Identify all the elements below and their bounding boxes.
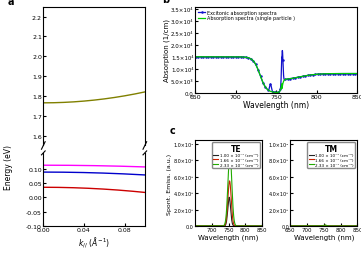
Excitonic absorption spectra [321,73,325,76]
Absorption spectra (single particle ) [275,91,279,94]
X-axis label: $k_{//}$ ($\AA^{-1}$): $k_{//}$ ($\AA^{-1}$) [78,234,110,249]
Excitonic absorption spectra [324,73,328,76]
1.00 × 10⁻¹ (cm⁻²) [199,225,204,228]
X-axis label: Wavelength (nm): Wavelength (nm) [293,234,354,240]
Excitonic absorption spectra [264,87,269,90]
1.66 × 10⁻¹ (cm⁻²) [192,225,196,228]
1.00 × 10⁻¹ (cm⁻²) [222,225,227,228]
Line: 2.33 × 10⁻¹ (cm⁻²): 2.33 × 10⁻¹ (cm⁻²) [194,153,263,226]
1.66 × 10⁻¹ (cm⁻²) [245,225,250,228]
2.33 × 10⁻¹ (cm⁻²) [323,224,327,227]
1.00 × 10⁻¹ (cm⁻²) [227,196,231,199]
1.66 × 10⁻¹ (cm⁻²) [247,225,251,228]
2.33 × 10⁻¹ (cm⁻²) [335,225,339,228]
Legend: Excitonic absorption spectra, Absorption spectra (single particle ): Excitonic absorption spectra, Absorption… [197,10,295,22]
Absorption spectra (single particle ) [357,73,361,76]
Line: Excitonic absorption spectra: Excitonic absorption spectra [193,51,360,94]
2.33 × 10⁻¹ (cm⁻²) [318,225,322,228]
2.33 × 10⁻¹ (cm⁻²) [295,225,299,228]
1.66 × 10⁻¹ (cm⁻²) [315,225,319,228]
2.33 × 10⁻¹ (cm⁻²) [220,225,224,228]
Y-axis label: Energy (eV): Energy (eV) [4,144,13,189]
2.33 × 10⁻¹ (cm⁻²) [228,151,232,154]
Y-axis label: Absorption (1/cm): Absorption (1/cm) [163,19,170,82]
1.00 × 10⁻¹ (cm⁻²) [239,225,244,228]
2.33 × 10⁻¹ (cm⁻²) [356,225,360,228]
Excitonic absorption spectra [275,91,279,94]
2.33 × 10⁻¹ (cm⁻²) [341,225,345,228]
Excitonic absorption spectra [280,50,284,53]
Line: 1.00 × 10⁻¹ (cm⁻²): 1.00 × 10⁻¹ (cm⁻²) [194,198,263,226]
Absorption spectra (single particle ) [321,73,325,76]
Text: a: a [8,0,14,7]
2.33 × 10⁻¹ (cm⁻²) [192,225,196,228]
1.66 × 10⁻¹ (cm⁻²) [335,225,339,228]
1.66 × 10⁻¹ (cm⁻²) [341,225,345,228]
Absorption spectra (single particle ) [191,56,196,59]
1.00 × 10⁻¹ (cm⁻²) [245,225,250,228]
Excitonic absorption spectra [357,73,361,76]
1.66 × 10⁻¹ (cm⁻²) [295,225,299,228]
Absorption spectra (single particle ) [258,75,262,78]
1.00 × 10⁻¹ (cm⁻²) [342,225,347,228]
Absorption spectra (single particle ) [323,73,328,76]
1.00 × 10⁻¹ (cm⁻²) [247,225,251,228]
2.33 × 10⁻¹ (cm⁻²) [199,225,204,228]
1.66 × 10⁻¹ (cm⁻²) [222,224,227,227]
X-axis label: Wavelength (nm): Wavelength (nm) [243,101,309,110]
Excitonic absorption spectra [305,75,310,78]
Legend: 1.00 × 10⁻¹ (cm⁻²), 1.66 × 10⁻¹ (cm⁻²), 2.33 × 10⁻¹ (cm⁻²): 1.00 × 10⁻¹ (cm⁻²), 1.66 × 10⁻¹ (cm⁻²), … [212,142,260,169]
Excitonic absorption spectra [258,75,262,78]
2.33 × 10⁻¹ (cm⁻²) [247,225,251,228]
1.66 × 10⁻¹ (cm⁻²) [323,224,327,227]
1.66 × 10⁻¹ (cm⁻²) [318,225,322,228]
Legend: 1.00 × 10⁻¹ (cm⁻²), 1.66 × 10⁻¹ (cm⁻²), 2.33 × 10⁻¹ (cm⁻²): 1.00 × 10⁻¹ (cm⁻²), 1.66 × 10⁻¹ (cm⁻²), … [307,142,355,169]
Excitonic absorption spectra [208,56,212,59]
1.00 × 10⁻¹ (cm⁻²) [356,225,360,228]
Absorption spectra (single particle ) [264,87,269,90]
1.00 × 10⁻¹ (cm⁻²) [287,225,292,228]
1.66 × 10⁻¹ (cm⁻²) [239,225,244,228]
1.00 × 10⁻¹ (cm⁻²) [220,225,224,228]
1.00 × 10⁻¹ (cm⁻²) [315,225,319,228]
Text: c: c [169,125,175,136]
1.00 × 10⁻¹ (cm⁻²) [341,225,345,228]
2.33 × 10⁻¹ (cm⁻²) [222,223,227,226]
2.33 × 10⁻¹ (cm⁻²) [239,225,244,228]
Line: 2.33 × 10⁻¹ (cm⁻²): 2.33 × 10⁻¹ (cm⁻²) [290,225,358,226]
1.66 × 10⁻¹ (cm⁻²) [227,180,232,183]
1.00 × 10⁻¹ (cm⁻²) [318,225,322,228]
Absorption spectra (single particle ) [305,75,309,78]
Excitonic absorption spectra [191,56,196,59]
1.66 × 10⁻¹ (cm⁻²) [199,225,204,228]
Text: b: b [162,0,170,5]
1.66 × 10⁻¹ (cm⁻²) [342,225,347,228]
1.66 × 10⁻¹ (cm⁻²) [220,225,224,228]
1.00 × 10⁻¹ (cm⁻²) [295,225,299,228]
2.33 × 10⁻¹ (cm⁻²) [342,225,347,228]
Line: Absorption spectra (single particle ): Absorption spectra (single particle ) [193,58,359,93]
Y-axis label: Spont. Emiss. (a.u.): Spont. Emiss. (a.u.) [167,153,172,214]
1.66 × 10⁻¹ (cm⁻²) [287,225,292,228]
1.00 × 10⁻¹ (cm⁻²) [192,225,196,228]
2.33 × 10⁻¹ (cm⁻²) [287,225,292,228]
2.33 × 10⁻¹ (cm⁻²) [315,225,319,228]
Line: 1.66 × 10⁻¹ (cm⁻²): 1.66 × 10⁻¹ (cm⁻²) [194,181,263,226]
Line: 1.66 × 10⁻¹ (cm⁻²): 1.66 × 10⁻¹ (cm⁻²) [290,225,358,226]
Absorption spectra (single particle ) [208,56,212,59]
1.00 × 10⁻¹ (cm⁻²) [261,225,265,228]
1.66 × 10⁻¹ (cm⁻²) [261,225,265,228]
1.66 × 10⁻¹ (cm⁻²) [356,225,360,228]
1.00 × 10⁻¹ (cm⁻²) [322,224,327,227]
1.00 × 10⁻¹ (cm⁻²) [335,225,339,228]
X-axis label: Wavelength (nm): Wavelength (nm) [198,234,259,240]
2.33 × 10⁻¹ (cm⁻²) [245,225,250,228]
2.33 × 10⁻¹ (cm⁻²) [261,225,265,228]
